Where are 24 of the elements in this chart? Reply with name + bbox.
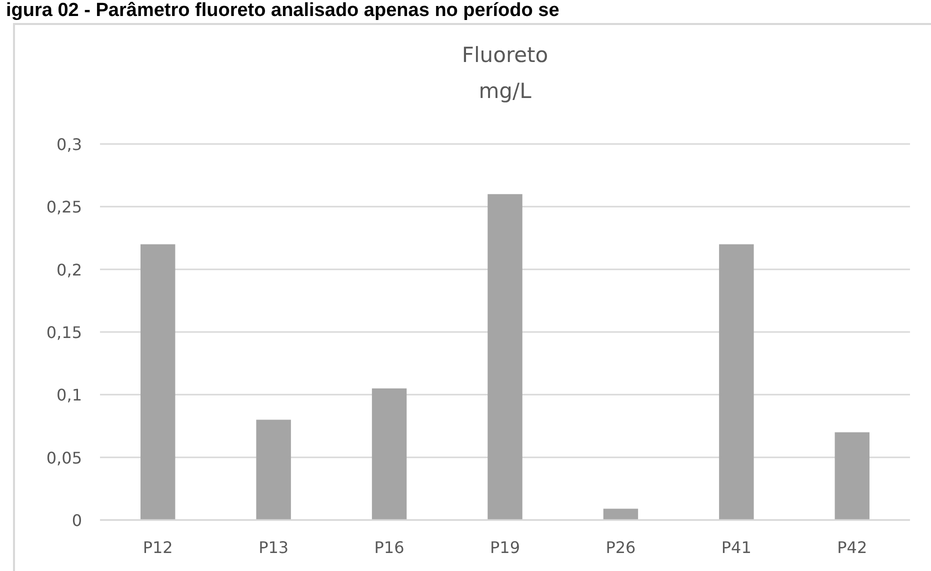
bar bbox=[834, 432, 870, 520]
y-tick-label: 0 bbox=[72, 511, 82, 530]
bar bbox=[372, 388, 407, 520]
y-tick-label: 0,25 bbox=[46, 198, 82, 217]
bar bbox=[256, 420, 291, 520]
chart-title: Fluoreto bbox=[462, 43, 548, 67]
chart-subtitle: mg/L bbox=[478, 79, 532, 103]
x-tick-label: P13 bbox=[258, 538, 289, 557]
x-tick-label: P26 bbox=[606, 538, 636, 557]
bar bbox=[140, 244, 176, 520]
x-tick-label: P16 bbox=[374, 538, 404, 557]
bar bbox=[603, 508, 638, 520]
x-tick-label: P12 bbox=[142, 538, 173, 557]
y-tick-label: 0,05 bbox=[46, 448, 82, 468]
bar bbox=[719, 244, 754, 520]
x-tick-label: P41 bbox=[721, 538, 752, 557]
y-tick-label: 0,2 bbox=[56, 260, 82, 280]
x-tick-label: P42 bbox=[837, 538, 868, 557]
y-tick-label: 0,1 bbox=[56, 386, 82, 405]
bar bbox=[488, 194, 522, 520]
y-tick-label: 0,3 bbox=[56, 135, 82, 154]
y-tick-label: 0,15 bbox=[46, 323, 82, 342]
text: igura 02 - Parâmetro fluoreto analisado apenas no período se bbox=[6, 0, 560, 21]
x-tick-label: P19 bbox=[490, 538, 520, 557]
